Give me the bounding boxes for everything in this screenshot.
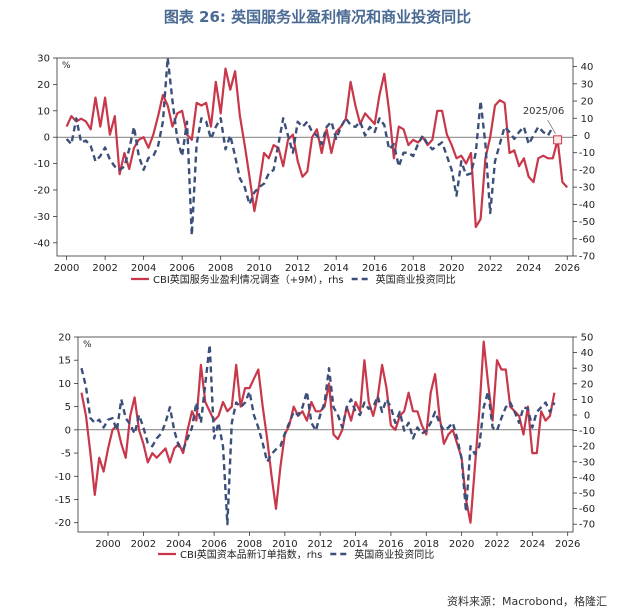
legend-label-cbi: CBI英国资本品新订单指数，rhs [180, 548, 322, 561]
right-tick-label: 40 [581, 348, 594, 359]
right-tick-label: -60 [579, 234, 595, 245]
left-tick-label: 30 [37, 54, 50, 65]
x-tick-label: 2008 [237, 539, 262, 550]
left-tick-label: -5 [61, 449, 71, 460]
x-tick-label: 2026 [554, 263, 579, 274]
right-tick-label: 20 [581, 97, 594, 108]
chart-2: 20151050-5-10-15-2050403020100-10-20-30-… [55, 333, 596, 562]
left-tick-label: -20 [34, 186, 50, 197]
left-tick-label: 0 [44, 133, 50, 144]
left-tick-label: 20 [58, 333, 71, 344]
chart-1: 3020100-10-20-30-40403020100-10-20-30-40… [34, 54, 596, 287]
right-tick-label: 40 [581, 62, 594, 73]
cbi-series-line [65, 67, 569, 229]
source-note: 资料来源：Macrobond，格隆汇 [447, 595, 607, 608]
x-tick-label: 2008 [208, 263, 233, 274]
legend-label-investment: 英国商业投资同比 [376, 273, 456, 286]
plot-frame [56, 57, 574, 257]
right-tick-label: -10 [579, 148, 595, 159]
right-tick-label: 10 [581, 114, 594, 125]
right-tick-label: -50 [579, 489, 595, 500]
x-tick-label: 2022 [484, 539, 509, 550]
right-tick-label: -40 [579, 200, 595, 211]
right-tick-label: 30 [581, 364, 594, 375]
left-tick-label: 20 [37, 80, 50, 91]
right-tick-label: 10 [581, 395, 594, 406]
right-tick-label: -20 [579, 165, 595, 176]
x-tick-label: 2012 [307, 539, 332, 550]
right-tick-label: -50 [579, 217, 595, 228]
x-tick-label: 2012 [285, 263, 310, 274]
left-tick-label: -20 [55, 518, 71, 529]
left-tick-label: -10 [55, 472, 71, 483]
x-tick-label: 2014 [343, 539, 368, 550]
left-tick-label: 10 [37, 106, 50, 117]
x-tick-label: 2010 [246, 263, 271, 274]
right-tick-label: 30 [581, 79, 594, 90]
left-tick-label: 10 [58, 379, 71, 390]
left-tick-label: -15 [55, 495, 71, 506]
x-tick-label: 2010 [272, 539, 297, 550]
right-tick-label: -70 [579, 252, 595, 263]
x-tick-label: 2004 [131, 263, 156, 274]
x-tick-label: 2018 [400, 263, 425, 274]
investment-series-line [65, 58, 554, 237]
annotation-leader [547, 119, 556, 135]
x-tick-label: 2024 [516, 263, 541, 274]
figure-title: 图表 26: 英国服务业盈利情况和商业投资同比 [163, 8, 472, 26]
annotation-marker [553, 135, 563, 145]
right-tick-label: -60 [579, 504, 595, 515]
legend-label-cbi: CBI英国服务业盈利情况调查（+9M），rhs [153, 273, 344, 286]
unit-label: % [62, 61, 71, 71]
x-tick-label: 2000 [95, 539, 120, 550]
x-tick-label: 2002 [92, 263, 117, 274]
left-tick-label: -30 [34, 212, 50, 223]
right-tick-label: 50 [581, 333, 594, 344]
x-tick-label: 2006 [169, 263, 194, 274]
left-tick-label: 5 [65, 402, 71, 413]
unit-label: % [83, 340, 92, 350]
right-tick-label: -20 [579, 442, 595, 453]
right-tick-label: 0 [584, 411, 590, 422]
right-tick-label: -70 [579, 520, 595, 531]
x-tick-label: 2022 [477, 263, 502, 274]
investment-series-line [80, 343, 556, 526]
cbi-series-line [80, 340, 556, 524]
left-tick-label: 15 [58, 356, 71, 367]
x-tick-label: 2000 [54, 263, 79, 274]
right-tick-label: 0 [584, 131, 590, 142]
left-tick-label: 0 [65, 425, 71, 436]
x-tick-label: 2002 [131, 539, 156, 550]
right-tick-label: -30 [579, 457, 595, 468]
left-tick-label: -10 [34, 159, 50, 170]
right-tick-label: 20 [581, 379, 594, 390]
x-tick-label: 2026 [555, 539, 580, 550]
left-tick-label: -40 [34, 238, 50, 249]
annotation-label: 2025/06 [523, 106, 565, 117]
legend-label-investment: 英国商业投资同比 [354, 548, 434, 561]
x-tick-label: 2016 [378, 539, 403, 550]
plot-frame [77, 336, 574, 533]
x-tick-label: 2024 [520, 539, 545, 550]
right-tick-label: -30 [579, 183, 595, 194]
x-tick-label: 2016 [362, 263, 387, 274]
x-tick-label: 2006 [201, 539, 226, 550]
x-tick-label: 2020 [449, 539, 474, 550]
x-tick-label: 2020 [439, 263, 464, 274]
right-tick-label: -10 [579, 426, 595, 437]
x-tick-label: 2014 [323, 263, 348, 274]
x-tick-label: 2004 [166, 539, 191, 550]
x-tick-label: 2018 [414, 539, 439, 550]
right-tick-label: -40 [579, 473, 595, 484]
